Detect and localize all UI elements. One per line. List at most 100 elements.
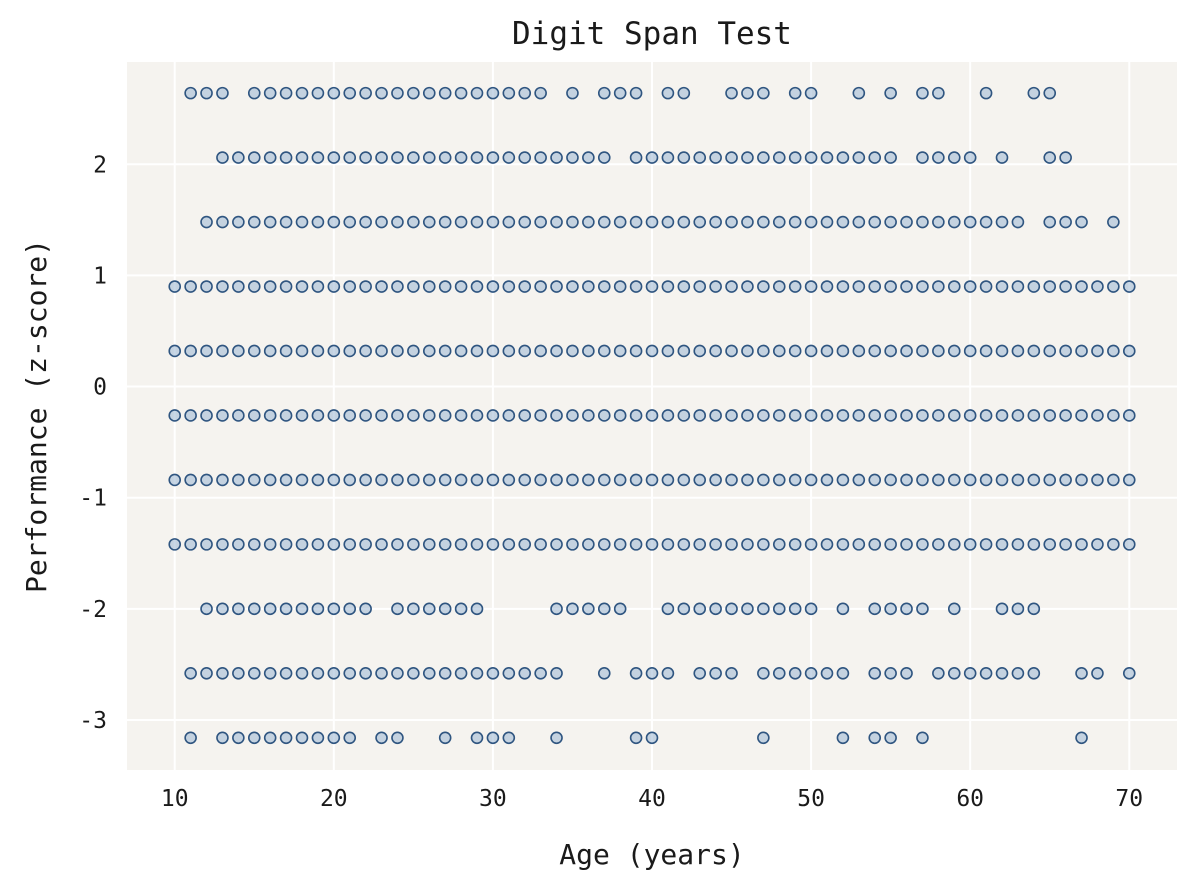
data-point bbox=[422, 473, 436, 487]
data-point bbox=[661, 86, 675, 100]
data-point bbox=[550, 731, 563, 745]
data-point bbox=[709, 280, 722, 293]
data-point bbox=[1043, 280, 1057, 293]
data-point bbox=[200, 602, 213, 616]
data-point bbox=[772, 215, 786, 229]
data-point bbox=[836, 151, 850, 164]
data-point bbox=[757, 344, 770, 358]
data-point bbox=[963, 215, 977, 229]
data-point bbox=[932, 409, 945, 422]
data-point bbox=[645, 473, 659, 487]
data-point bbox=[438, 86, 452, 100]
data-point bbox=[582, 151, 595, 164]
data-point bbox=[645, 409, 659, 422]
data-point bbox=[168, 280, 182, 293]
data-point bbox=[232, 602, 245, 616]
data-point bbox=[1043, 473, 1057, 487]
data-point bbox=[263, 538, 277, 551]
data-point bbox=[788, 86, 802, 100]
data-point bbox=[502, 538, 516, 551]
data-point bbox=[741, 473, 754, 487]
data-point bbox=[184, 86, 197, 100]
data-point bbox=[1059, 151, 1072, 164]
data-point bbox=[963, 538, 977, 551]
data-point bbox=[438, 344, 452, 358]
data-point bbox=[550, 280, 563, 293]
data-point bbox=[550, 151, 563, 164]
data-point bbox=[1027, 86, 1041, 100]
data-point bbox=[391, 344, 404, 358]
data-point bbox=[836, 602, 850, 616]
data-point bbox=[757, 602, 770, 616]
data-point bbox=[470, 602, 484, 616]
data-point bbox=[454, 602, 468, 616]
data-point bbox=[1027, 667, 1041, 680]
data-point bbox=[995, 151, 1009, 164]
data-point bbox=[852, 538, 866, 551]
data-point bbox=[884, 280, 897, 293]
data-point bbox=[518, 86, 532, 100]
data-point bbox=[836, 473, 850, 487]
data-point bbox=[1027, 344, 1041, 358]
data-point bbox=[247, 602, 261, 616]
data-point bbox=[359, 86, 372, 100]
data-point bbox=[422, 602, 436, 616]
data-point bbox=[932, 667, 945, 680]
data-point bbox=[868, 667, 882, 680]
data-point bbox=[232, 667, 245, 680]
data-point bbox=[295, 86, 309, 100]
data-point bbox=[518, 409, 532, 422]
data-point bbox=[868, 602, 882, 616]
data-point bbox=[407, 344, 420, 358]
data-point bbox=[900, 215, 913, 229]
data-point bbox=[788, 280, 802, 293]
data-point bbox=[979, 280, 993, 293]
data-point bbox=[741, 602, 754, 616]
data-point bbox=[629, 731, 643, 745]
data-point bbox=[613, 344, 627, 358]
data-point bbox=[582, 344, 595, 358]
data-point bbox=[1107, 409, 1120, 422]
data-point bbox=[311, 409, 325, 422]
data-point bbox=[979, 344, 993, 358]
data-point bbox=[868, 731, 882, 745]
data-point bbox=[693, 667, 707, 680]
data-point bbox=[1075, 409, 1088, 422]
data-point bbox=[1122, 280, 1136, 293]
data-point bbox=[566, 215, 579, 229]
data-point bbox=[947, 280, 961, 293]
data-point bbox=[900, 538, 913, 551]
data-point bbox=[343, 667, 357, 680]
data-point bbox=[852, 86, 866, 100]
data-point bbox=[947, 667, 961, 680]
data-point bbox=[550, 344, 563, 358]
data-point bbox=[1122, 667, 1136, 680]
data-point bbox=[725, 344, 738, 358]
data-point bbox=[216, 151, 229, 164]
data-point bbox=[932, 151, 945, 164]
data-point bbox=[391, 280, 404, 293]
data-point bbox=[868, 409, 882, 422]
data-point bbox=[963, 409, 977, 422]
data-point bbox=[470, 473, 484, 487]
data-point bbox=[311, 215, 325, 229]
data-point bbox=[327, 151, 341, 164]
data-point bbox=[407, 215, 420, 229]
data-point bbox=[295, 602, 309, 616]
data-point bbox=[311, 667, 325, 680]
data-point bbox=[995, 344, 1009, 358]
data-point bbox=[1011, 409, 1025, 422]
data-point bbox=[311, 344, 325, 358]
data-point bbox=[327, 215, 341, 229]
data-point bbox=[979, 667, 993, 680]
data-point bbox=[836, 280, 850, 293]
data-point bbox=[995, 409, 1009, 422]
data-point bbox=[1107, 344, 1120, 358]
data-point bbox=[1075, 280, 1088, 293]
data-point bbox=[772, 667, 786, 680]
data-point bbox=[836, 538, 850, 551]
data-point bbox=[566, 602, 579, 616]
data-point bbox=[216, 409, 229, 422]
data-point bbox=[263, 602, 277, 616]
data-point bbox=[470, 344, 484, 358]
